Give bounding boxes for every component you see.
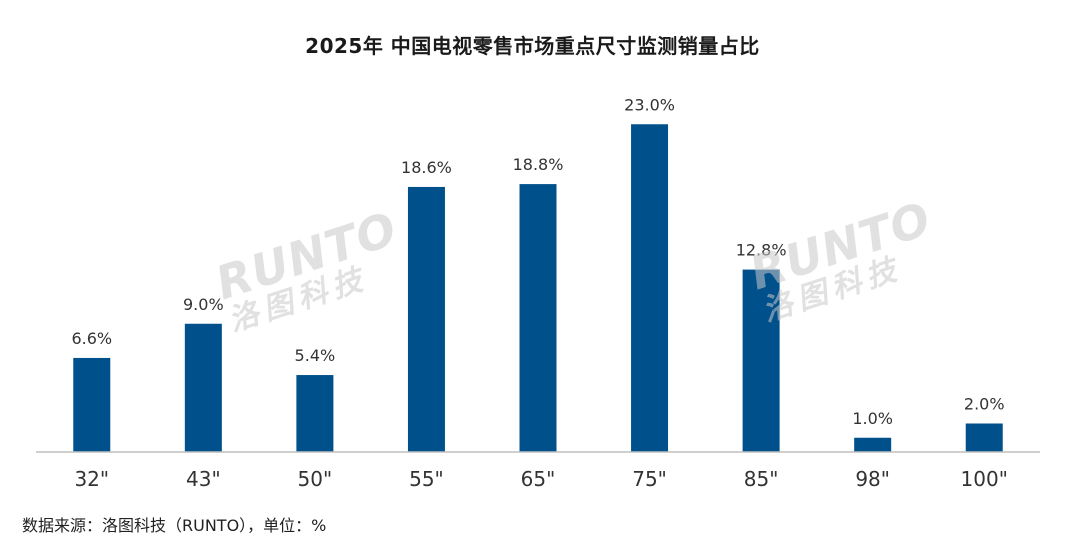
x-tick-label: 50" [298,467,333,491]
data-label: 18.6% [401,158,452,177]
bar-100in [965,423,1003,452]
data-label: 5.4% [295,346,336,365]
data-label: 12.8% [736,241,787,260]
x-tick-label: 55" [409,467,444,491]
x-tick-label: 65" [521,467,556,491]
data-label: 2.0% [964,395,1005,414]
data-source-note: 数据来源：洛图科技（RUNTO），单位：% [22,516,327,535]
bar-85in [742,269,780,452]
bar-50in [296,375,334,452]
x-tick-label: 85" [744,467,779,491]
data-label: 23.0% [624,95,675,114]
x-tick-labels-layer: 32" 43" 50" 55" 65" 75" 85" 98" 100" [74,467,1007,491]
x-tick-label: 43" [186,467,221,491]
x-tick-label: 32" [74,467,109,491]
x-tick-label: 100" [961,467,1008,491]
bar-98in [854,437,892,452]
bar-55in [407,186,445,452]
x-tick-label: 75" [632,467,667,491]
bar-65in [519,184,557,452]
bars-layer [73,124,1003,452]
bar-43in [184,323,222,452]
x-tick-label: 98" [855,467,890,491]
data-label: 1.0% [852,409,893,428]
bar-32in [73,357,111,452]
data-label: 6.6% [71,329,112,348]
data-label: 18.8% [513,155,564,174]
data-label: 9.0% [183,295,224,314]
bar-75in [631,124,669,452]
data-labels-layer: 6.6% 9.0% 5.4% 18.6% 18.8% 23.0% 12.8% 1.0% 2.0% [71,95,1004,428]
chart-title: 2025年 中国电视零售市场重点尺寸监测销量占比 [305,34,760,58]
